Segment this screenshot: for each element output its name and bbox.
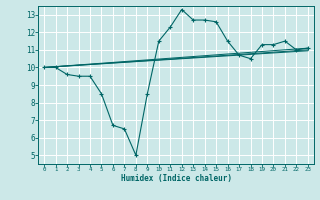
X-axis label: Humidex (Indice chaleur): Humidex (Indice chaleur) — [121, 174, 231, 183]
